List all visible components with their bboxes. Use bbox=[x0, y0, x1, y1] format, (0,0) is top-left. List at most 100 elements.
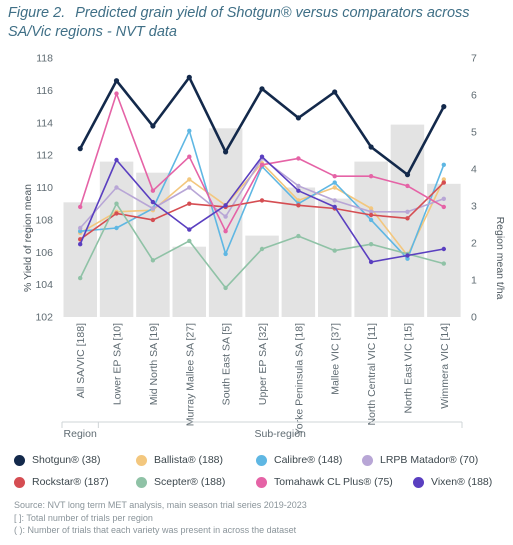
series-point bbox=[404, 172, 411, 178]
series-point bbox=[113, 78, 120, 84]
region-mean-bar bbox=[318, 198, 352, 317]
legend-item-calibre: Calibre® (148) bbox=[256, 454, 362, 466]
series-point bbox=[187, 201, 192, 206]
legend-item-rockstar: Rockstar® (187) bbox=[14, 476, 136, 488]
y2-tick-label: 6 bbox=[471, 90, 477, 102]
legend-label: Ballista® (188) bbox=[154, 454, 224, 466]
series-point bbox=[368, 212, 374, 218]
legend-item-tomahawk: Tomahawk CL Plus® (75) bbox=[256, 476, 413, 488]
series-point bbox=[150, 258, 156, 263]
series-point bbox=[441, 204, 446, 210]
series-point bbox=[187, 185, 192, 190]
y2-tick-label: 1 bbox=[471, 275, 477, 287]
series-point bbox=[223, 229, 228, 234]
figure-number: Figure 2. bbox=[8, 5, 66, 21]
series-point bbox=[259, 246, 265, 252]
bars-layer bbox=[63, 124, 461, 317]
source-notes: Source: NVT long term MET analysis, main… bbox=[14, 499, 307, 537]
series-point bbox=[441, 196, 446, 201]
y-tick-label: 112 bbox=[36, 150, 53, 162]
series-point bbox=[405, 216, 410, 221]
legend-swatch bbox=[413, 476, 424, 488]
series-point bbox=[187, 227, 192, 232]
series-point bbox=[441, 261, 446, 266]
series-point bbox=[77, 146, 83, 152]
series-point bbox=[441, 180, 446, 185]
x-axis-groups: Region Sub-region bbox=[61, 421, 463, 440]
series-point bbox=[405, 253, 410, 258]
legend-label: Shotgun® (38) bbox=[32, 454, 101, 466]
x-tick-label: All SA/VIC [188] bbox=[75, 323, 87, 398]
y2-tick-label: 3 bbox=[471, 201, 477, 213]
y-tick-label: 108 bbox=[35, 214, 53, 226]
y-axis-ticks: 102 104 106 108 110 112 114 116 118 bbox=[35, 53, 53, 324]
series-point bbox=[405, 183, 410, 189]
legend-item-lrpb-matador: LRPB Matador® (70) bbox=[362, 454, 478, 466]
series-point bbox=[405, 256, 410, 261]
series-point bbox=[150, 217, 156, 223]
legend-item-shotgun: Shotgun® (38) bbox=[14, 454, 136, 466]
legend-swatch bbox=[362, 454, 373, 466]
series-point bbox=[296, 183, 301, 189]
y-tick-label: 102 bbox=[35, 312, 53, 324]
series-point bbox=[296, 188, 301, 193]
series-point bbox=[441, 162, 446, 167]
legend-swatch bbox=[136, 454, 147, 466]
y2-tick-label: 4 bbox=[471, 164, 477, 176]
series-point bbox=[368, 174, 374, 179]
x-tick-label: Mallee VIC [37] bbox=[330, 323, 342, 395]
series-point bbox=[114, 157, 119, 163]
y2-tick-label: 2 bbox=[471, 238, 477, 250]
series-point bbox=[223, 285, 228, 291]
series-point bbox=[114, 201, 119, 206]
legend-swatch bbox=[136, 476, 147, 488]
series-point bbox=[114, 185, 119, 190]
series-point bbox=[78, 204, 83, 210]
series-point bbox=[368, 217, 374, 223]
series-point bbox=[223, 203, 228, 208]
legend-item-vixen: Vixen® (188) bbox=[413, 476, 492, 488]
series-point bbox=[441, 246, 446, 252]
series-point bbox=[223, 251, 228, 257]
series-point bbox=[259, 198, 265, 203]
x-tick-label: North East VIC [15] bbox=[403, 323, 415, 414]
legend-label: Calibre® (148) bbox=[274, 454, 343, 466]
region-mean-bar bbox=[99, 161, 134, 317]
x-tick-label: Lower EP SA [10] bbox=[112, 323, 124, 405]
series-point bbox=[150, 188, 156, 193]
legend-item-scepter: Scepter® (188) bbox=[136, 476, 256, 488]
series-point bbox=[295, 115, 301, 121]
series-point bbox=[296, 203, 301, 208]
figure-title-text: Predicted grain yield of Shotgun® versus… bbox=[8, 5, 470, 40]
series-point bbox=[78, 229, 83, 234]
legend-row: Rockstar® (187) Scepter® (188) Tomahawk … bbox=[14, 471, 509, 493]
series-point bbox=[405, 209, 410, 214]
region-mean-bar bbox=[354, 161, 388, 317]
series-point bbox=[259, 86, 265, 92]
series-point bbox=[114, 225, 119, 231]
series-point bbox=[332, 89, 338, 95]
series-point bbox=[368, 209, 374, 214]
x-tick-label: South East SA [5] bbox=[221, 323, 233, 405]
series-point bbox=[186, 74, 192, 80]
series-point bbox=[441, 177, 446, 182]
variety-note: ( ): Number of trials that each variety … bbox=[14, 525, 297, 535]
region-mean-bar bbox=[390, 124, 425, 317]
legend-swatch bbox=[14, 454, 25, 466]
legend-swatch bbox=[14, 476, 25, 488]
series-point bbox=[150, 199, 156, 205]
series-point bbox=[78, 225, 83, 231]
x-axis-labels: All SA/VIC [188] Lower EP SA [10] Mid Nort… bbox=[75, 323, 451, 435]
series-point bbox=[368, 259, 374, 265]
series-point bbox=[332, 174, 337, 179]
x-tick-label: Murray Mallee SA [27] bbox=[184, 323, 196, 426]
series-point bbox=[114, 91, 119, 96]
group-label: Region bbox=[64, 428, 97, 440]
series-point bbox=[187, 128, 192, 133]
y-tick-label: 104 bbox=[35, 279, 53, 291]
legend-label: Tomahawk CL Plus® (75) bbox=[274, 476, 393, 488]
y2-axis-title: Region mean t/ha bbox=[494, 217, 506, 300]
series-point bbox=[114, 211, 119, 216]
series-point bbox=[187, 177, 192, 182]
